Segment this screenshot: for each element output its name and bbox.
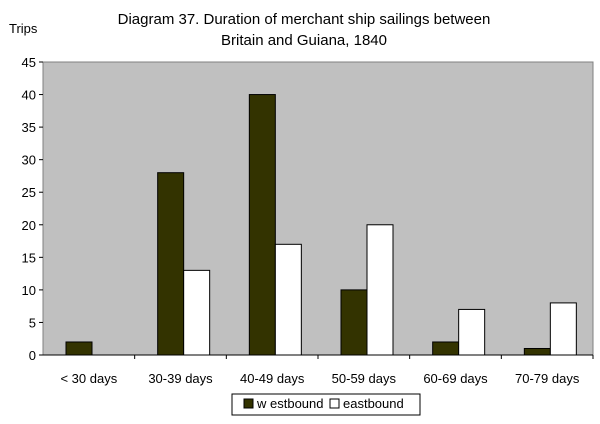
y-tick-label: 10 (22, 283, 36, 298)
bar-w-estbound-60-69-days (432, 341, 460, 356)
y-tick-label: 20 (22, 218, 36, 233)
y-tick-label: 0 (29, 348, 36, 363)
bar-eastbound-60-69-days (458, 308, 486, 356)
bar-w-estbound-50-59-days (340, 289, 368, 356)
bar-eastbound-30-39-days (183, 269, 211, 356)
y-tick-label: 25 (22, 185, 36, 200)
x-tick-label: 70-79 days (515, 371, 580, 386)
chart-title-line-2: Britain and Guiana, 1840 (221, 32, 387, 49)
bar-eastbound-50-59-days (366, 224, 394, 356)
y-axis-label: Trips (9, 21, 38, 36)
legend-label-eastbound: eastbound (343, 396, 404, 411)
y-tick-label: 35 (22, 120, 36, 135)
x-tick-label: 40-49 days (240, 371, 305, 386)
legend-swatch-eastbound (329, 398, 340, 409)
bar-w-estbound-30-39-days (157, 172, 185, 356)
legend-swatch-westbound (243, 398, 254, 409)
bar-w-estbound-40-49-days (248, 94, 276, 356)
bar-w-estbound-30-days (65, 341, 93, 356)
bar-w-estbound-70-79-days (523, 347, 551, 356)
x-tick-label: 30-39 days (148, 371, 213, 386)
legend-box (231, 393, 421, 416)
x-tick-label: 60-69 days (423, 371, 488, 386)
x-tick-label: < 30 days (60, 371, 117, 386)
bar-eastbound-40-49-days (274, 243, 302, 356)
chart-title-line-1: Diagram 37. Duration of merchant ship sa… (118, 11, 491, 28)
y-tick-label: 5 (29, 315, 36, 330)
legend: w estbound eastbound (231, 393, 421, 416)
y-tick-label: 45 (22, 55, 36, 70)
y-tick-label: 30 (22, 153, 36, 168)
x-tick-label: 50-59 days (332, 371, 397, 386)
y-tick-label: 40 (22, 88, 36, 103)
legend-label-westbound: w estbound (256, 396, 324, 411)
y-tick-label: 15 (22, 250, 36, 265)
bar-eastbound-70-79-days (549, 302, 577, 356)
plot-area (42, 61, 594, 356)
